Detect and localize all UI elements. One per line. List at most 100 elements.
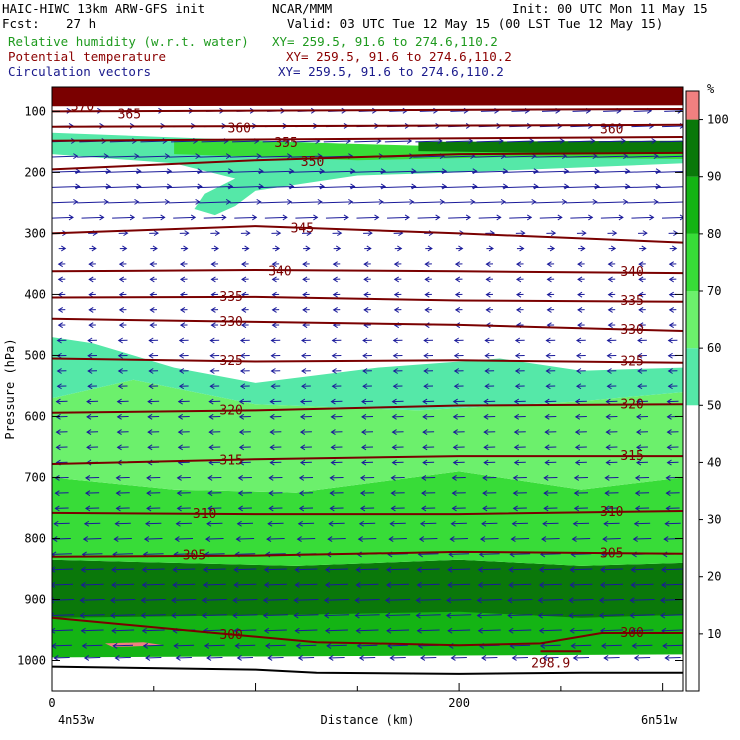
wind-vector-head (166, 168, 173, 175)
wind-vector (114, 520, 131, 527)
wind-vector-shaft (143, 644, 164, 647)
wind-vector-head (618, 214, 624, 221)
wind-vector (386, 566, 410, 573)
wind-vector (599, 566, 623, 573)
wind-vector-head (419, 655, 426, 661)
wind-vector-head (503, 168, 509, 175)
wind-vector (424, 276, 432, 283)
wind-vector (329, 474, 344, 481)
wind-vector-head (667, 352, 673, 359)
wind-vector-shaft (563, 185, 599, 189)
wind-vector (302, 261, 310, 268)
wind-vector (624, 168, 661, 175)
wind-vector-shaft (508, 598, 533, 601)
wind-vector-shaft (568, 140, 595, 143)
wind-vector-shaft (535, 201, 567, 204)
wind-vector (239, 337, 250, 344)
wind-vector-head (232, 597, 238, 604)
wind-vector (301, 352, 311, 359)
wind-vector-head (496, 214, 502, 221)
wind-vector-shaft (229, 155, 261, 158)
wind-vector-shaft (138, 155, 170, 158)
wind-vector (52, 214, 74, 221)
wind-vector-shaft (358, 537, 377, 540)
wind-vector (452, 444, 465, 451)
wind-vector (229, 198, 262, 205)
wind-vector-shaft (227, 170, 263, 173)
wind-vector-head (421, 505, 427, 512)
wind-vector-head (262, 612, 269, 619)
wind-vector-head (441, 168, 448, 175)
wind-vector (327, 536, 346, 542)
wind-vector-head (239, 352, 246, 359)
wind-vector-head (152, 245, 158, 252)
wind-vector (175, 520, 192, 527)
wind-vector-head (118, 322, 125, 329)
wind-vector-head (636, 429, 642, 436)
wind-vector-shaft (172, 614, 197, 617)
wind-vector (422, 429, 435, 436)
wind-vector-shaft (54, 656, 70, 659)
wind-vector-head (468, 138, 474, 144)
wind-vector-shaft (535, 155, 567, 158)
wind-vector (119, 245, 128, 252)
wind-vector-head (299, 459, 306, 466)
wind-vector (118, 322, 127, 329)
wind-vector-head (56, 383, 62, 390)
wind-vector-shaft (631, 216, 654, 219)
wind-vector-shaft (268, 656, 284, 659)
wind-vector-shaft (319, 170, 355, 173)
wind-vector (544, 444, 557, 451)
wind-vector (85, 490, 100, 497)
wind-vector-shaft (481, 522, 498, 525)
wind-vector (546, 276, 555, 283)
wind-vector (142, 642, 164, 649)
wind-vector (117, 352, 128, 359)
wind-vector-head (424, 261, 430, 268)
wind-vector-head (122, 245, 128, 252)
wind-vector-head (580, 245, 586, 252)
wind-vector-head (116, 429, 122, 436)
wind-vector (638, 291, 646, 298)
wind-vector (239, 383, 250, 390)
wind-vector-head (607, 306, 613, 313)
wind-vector-head (172, 566, 178, 573)
wind-vector (545, 368, 556, 374)
wind-vector (332, 276, 341, 283)
wind-vector-shaft (321, 201, 353, 204)
wind-vector-head (293, 597, 299, 604)
theta-label: 360 (600, 123, 623, 138)
wind-vector-shaft (390, 522, 406, 525)
wind-vector (568, 612, 594, 619)
wind-vector-shaft (604, 522, 620, 525)
wind-vector (389, 655, 406, 661)
wind-vector (141, 627, 165, 634)
wind-vector-head (225, 198, 232, 205)
wind-vector-shaft (290, 201, 322, 204)
wind-vector-head (447, 566, 453, 573)
wind-vector (449, 536, 468, 542)
wind-vector-head (142, 642, 149, 649)
wind-vector (419, 520, 437, 527)
wind-vector-head (202, 582, 209, 588)
wind-vector (598, 612, 625, 619)
wind-vector-head (447, 582, 453, 588)
wind-vector (290, 198, 323, 205)
wind-vector (453, 383, 464, 390)
wind-vector-shaft (570, 583, 593, 586)
wind-vector-shaft (448, 216, 471, 219)
wind-vector (356, 642, 378, 649)
wind-vector (604, 505, 619, 512)
wind-vector-head (239, 337, 246, 344)
wind-vector-head (485, 306, 491, 313)
wind-vector (232, 597, 258, 604)
wind-vector (233, 582, 257, 588)
wind-vector-head (197, 183, 203, 190)
wind-vector-head (512, 505, 518, 512)
wind-vector (359, 474, 375, 481)
wind-vector-head (543, 474, 549, 481)
wind-vector (301, 230, 312, 237)
wind-vector (576, 352, 586, 359)
wind-vector-head (594, 168, 600, 175)
wind-vector-shaft (509, 629, 532, 632)
